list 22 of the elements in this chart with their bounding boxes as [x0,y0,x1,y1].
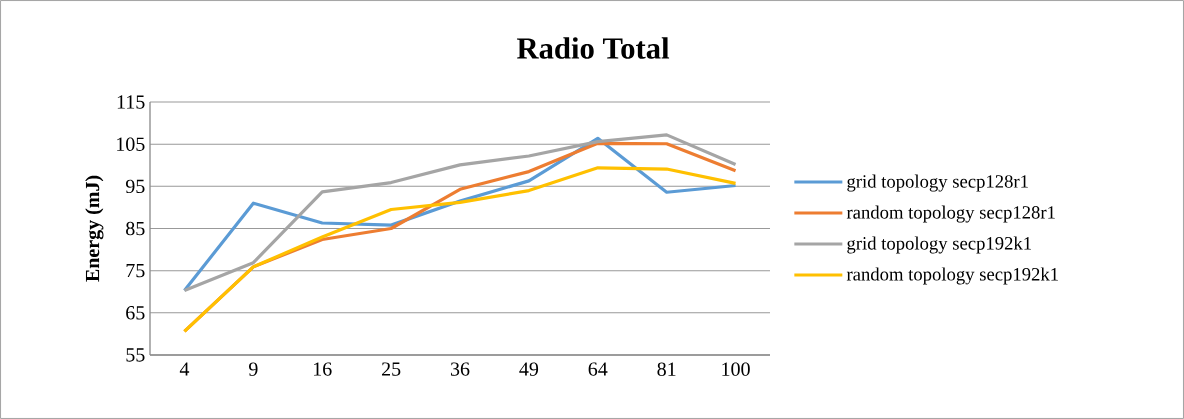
legend-label: random topology secp192k1 [846,267,1058,285]
legend-label: grid topology secp128r1 [847,174,1028,192]
x-tick-label: 9 [248,362,258,376]
y-tick-label: 65 [126,306,145,320]
y-tick-label: 105 [117,137,145,151]
legend-label: grid topology secp192k1 [847,236,1031,254]
y-axis-title: Energy (mJ) [85,175,104,282]
y-tick-label: 55 [126,348,145,362]
x-tick-label: 4 [179,362,190,376]
legend-label: random topology secp128r1 [846,205,1055,223]
x-tick-label: 16 [313,362,332,376]
y-tick-label: 75 [126,264,145,278]
x-tick-label: 100 [722,362,750,376]
x-tick-label: 49 [519,362,539,376]
y-tick-label: 115 [117,95,145,109]
x-tick-label: 81 [657,362,676,376]
chart-title: Radio Total [516,37,670,59]
y-tick-label: 95 [125,179,145,194]
x-tick-label: 36 [450,362,470,376]
y-tick-label: 85 [126,221,145,236]
x-tick-label: 25 [382,362,401,376]
x-tick-label: 64 [588,362,608,376]
